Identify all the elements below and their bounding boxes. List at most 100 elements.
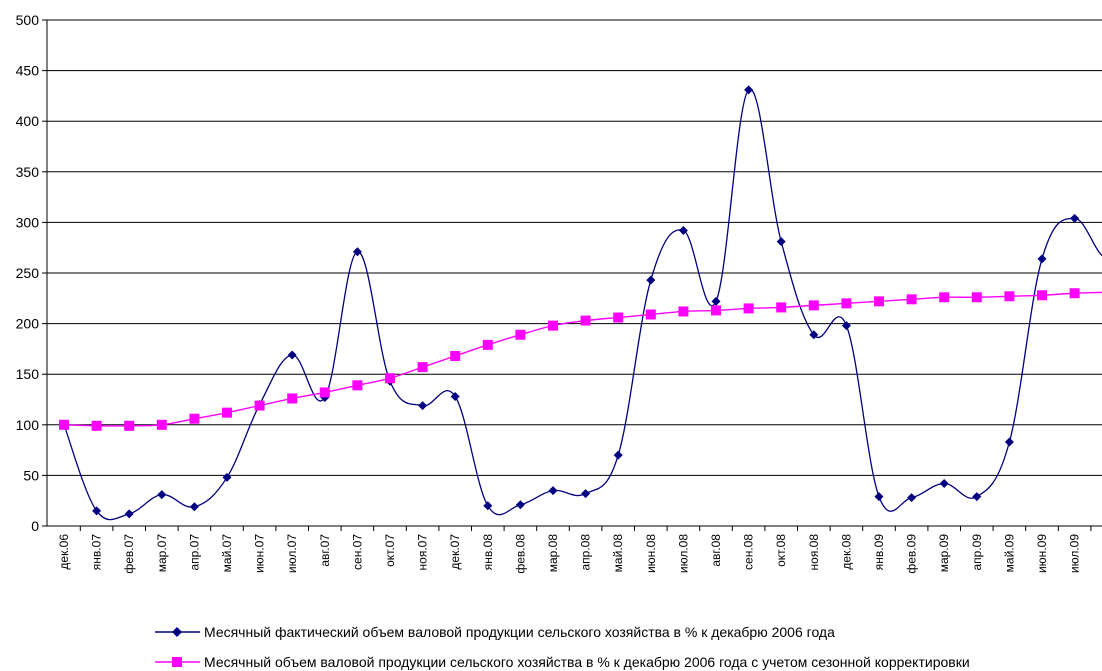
grid-lines [47, 19, 1102, 476]
y-tick-label: 400 [16, 113, 40, 129]
x-axis-ticks: дек.06 янв.07 фев.07 мар.07 апр.07 май.07 июн.… [57, 526, 1102, 574]
data-point [287, 350, 297, 360]
data-point [189, 413, 200, 424]
data-point [808, 300, 819, 311]
data-point [645, 309, 656, 320]
data-point [450, 391, 460, 401]
data-point [59, 419, 69, 430]
data-point [841, 298, 852, 309]
data-point [515, 500, 525, 510]
x-tick-label: мар.07 [155, 534, 169, 573]
y-tick-label: 500 [16, 12, 40, 28]
y-tick-label: 100 [16, 417, 40, 433]
x-tick-label: окт.08 [774, 534, 788, 567]
data-point [613, 450, 623, 460]
data-point [222, 407, 232, 418]
data-point [907, 493, 917, 503]
x-tick-label: апр.07 [187, 534, 201, 571]
x-tick-label: май.07 [220, 534, 234, 573]
x-tick-label: июл.09 [1068, 534, 1082, 573]
data-point [287, 393, 298, 404]
x-tick-label: авг.08 [709, 534, 723, 567]
data-point [678, 225, 688, 235]
x-tick-label: мар.09 [937, 534, 951, 573]
series-line [63, 88, 1102, 521]
legend-label: Месячный объем валовой продукции сельско… [204, 654, 970, 670]
data-point [157, 490, 167, 500]
data-point [254, 400, 265, 411]
data-point [417, 362, 428, 373]
x-tick-label: фев.09 [905, 534, 919, 574]
data-point [646, 275, 656, 285]
data-point [548, 320, 558, 331]
x-tick-label: дек.06 [57, 534, 71, 570]
x-tick-label: апр.09 [970, 534, 984, 571]
data-point [156, 419, 167, 430]
data-point [548, 486, 558, 496]
legend-marker [172, 657, 182, 667]
data-point [906, 294, 917, 305]
x-tick-label: янв.09 [872, 534, 886, 571]
x-tick-label: дек.08 [839, 534, 853, 570]
y-tick-label: 300 [16, 214, 40, 230]
x-tick-label: янв.08 [481, 534, 495, 571]
data-point [450, 350, 461, 361]
data-point [678, 306, 689, 317]
x-tick-label: июл.08 [676, 534, 690, 573]
data-point [711, 305, 721, 316]
data-point [809, 330, 819, 340]
data-point [124, 509, 134, 519]
x-tick-label: ноя.07 [416, 534, 430, 571]
data-point [352, 247, 362, 257]
y-tick-label: 250 [16, 265, 40, 281]
y-tick-label: 200 [16, 316, 40, 332]
data-point [972, 492, 982, 502]
legend-item-2: Месячный объем валовой продукции сельско… [155, 654, 970, 670]
x-tick-label: фев.08 [513, 534, 527, 574]
data-point [743, 303, 754, 314]
x-tick-label: авг.07 [318, 534, 332, 567]
x-tick-label: мар.08 [546, 534, 560, 573]
data-point [189, 502, 199, 512]
data-point [352, 380, 363, 391]
x-tick-label: июн.09 [1035, 534, 1049, 573]
data-point [841, 321, 851, 331]
data-point [580, 315, 591, 326]
data-point [515, 329, 526, 340]
data-point [939, 292, 950, 303]
x-tick-label: май.08 [611, 534, 625, 573]
data-point [744, 85, 754, 95]
data-point [1004, 437, 1014, 447]
y-axis-ticks: 0 50 100 150 200 250 300 350 400 450 500 [16, 12, 47, 534]
y-tick-label: 150 [16, 366, 40, 382]
data-point [971, 292, 982, 303]
data-point [711, 296, 721, 306]
y-tick-label: 0 [31, 518, 39, 534]
y-tick-label: 450 [16, 63, 40, 79]
x-tick-label: окт.07 [383, 534, 397, 567]
series-layer [59, 85, 1102, 521]
x-tick-label: апр.08 [579, 534, 593, 571]
x-tick-label: май.09 [1002, 534, 1016, 573]
data-point [874, 296, 884, 307]
legend: Месячный фактический объем валовой проду… [155, 624, 970, 670]
data-point [483, 501, 493, 511]
x-tick-label: дек.07 [448, 534, 462, 570]
data-point [613, 312, 624, 323]
x-tick-label: июл.07 [285, 534, 299, 573]
data-point [776, 237, 786, 247]
data-point [482, 339, 493, 350]
data-point [418, 401, 428, 411]
data-point [1004, 291, 1015, 302]
series-line [63, 291, 1102, 427]
data-point [1070, 213, 1080, 223]
data-point [874, 492, 884, 502]
axes [46, 20, 1102, 527]
legend-item-1: Месячный фактический объем валовой проду… [155, 624, 835, 640]
x-tick-label: сен.07 [350, 534, 364, 570]
data-point [319, 387, 330, 398]
x-tick-label: сен.08 [742, 534, 756, 570]
data-point [1069, 288, 1080, 299]
series-1 [59, 85, 1102, 521]
